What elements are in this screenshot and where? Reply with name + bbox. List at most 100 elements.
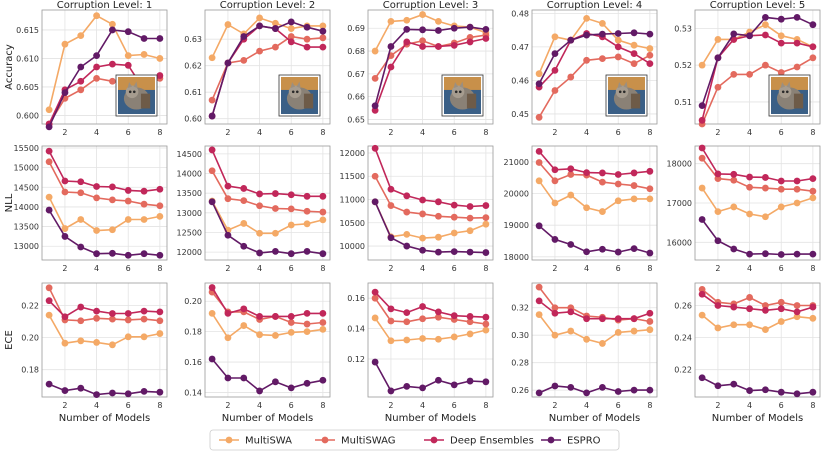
data-point	[714, 237, 722, 245]
data-point	[714, 170, 722, 178]
data-point	[124, 216, 132, 223]
data-point	[583, 335, 590, 343]
data-point	[240, 322, 248, 329]
data-point	[287, 33, 295, 40]
data-point	[793, 302, 801, 309]
data-point	[140, 315, 148, 323]
data-point	[45, 193, 53, 201]
legend-label: ESPRO	[567, 436, 601, 447]
y-tick-label: 0.60	[184, 115, 202, 124]
data-point	[387, 202, 395, 209]
inset-stripe	[630, 93, 641, 109]
data-point	[287, 205, 295, 213]
data-point	[614, 171, 622, 178]
inset-cat-eye	[454, 90, 458, 94]
plot-frame	[204, 9, 331, 125]
data-point	[45, 311, 53, 319]
data-point	[93, 227, 100, 234]
data-point	[93, 250, 100, 258]
data-point	[809, 43, 817, 51]
data-point	[466, 203, 474, 210]
data-point	[303, 310, 311, 317]
y-tick-label: 15000	[14, 164, 39, 173]
data-point	[698, 154, 706, 162]
data-point	[77, 77, 85, 85]
data-point	[450, 381, 458, 389]
data-point	[93, 194, 100, 202]
data-point	[777, 69, 785, 76]
y-tick-label: 20000	[504, 190, 529, 199]
data-point	[762, 326, 769, 333]
y-tick-label: 0.63	[184, 35, 202, 44]
y-tick-label: 0.22	[21, 301, 39, 310]
data-point	[746, 210, 753, 218]
inset-cat-head	[615, 85, 629, 99]
data-point	[567, 241, 575, 248]
x-tick-label: 2	[225, 401, 230, 410]
data-point	[77, 243, 85, 251]
plot-frame	[367, 282, 494, 398]
inset-cat-head	[125, 85, 139, 99]
data-point	[371, 47, 379, 55]
x-tick-label: 8	[647, 264, 652, 273]
data-point	[240, 56, 248, 64]
y-tick-label: 0.46	[511, 76, 529, 85]
data-point	[272, 43, 279, 51]
y-tick-label: 12500	[177, 228, 202, 237]
data-point	[583, 204, 590, 212]
data-point	[630, 182, 638, 189]
data-point	[551, 331, 559, 339]
data-point	[77, 178, 85, 186]
data-point	[646, 60, 654, 68]
x-tick-label: 4	[257, 128, 262, 137]
y-tick-label: 0.24	[674, 334, 692, 343]
data-point	[124, 390, 132, 398]
data-point	[809, 250, 817, 258]
data-point	[698, 216, 706, 223]
data-point	[109, 20, 116, 28]
data-point	[156, 72, 164, 79]
data-point	[387, 337, 395, 345]
data-point	[714, 175, 722, 183]
data-point	[403, 231, 411, 238]
x-tick-label: 4	[747, 401, 752, 410]
data-point	[535, 283, 543, 291]
inset-cat-ear	[133, 81, 138, 89]
data-point	[272, 205, 279, 212]
x-tick-label: 2	[388, 401, 393, 410]
data-point	[319, 325, 327, 333]
data-point	[419, 37, 426, 45]
data-point	[287, 25, 295, 32]
data-point	[319, 376, 327, 384]
data-point	[61, 188, 69, 196]
data-point	[45, 206, 53, 214]
data-point	[419, 26, 426, 34]
data-point	[319, 43, 327, 51]
data-point	[156, 212, 164, 220]
data-point	[303, 328, 311, 336]
series-line-multiswag	[374, 175, 486, 219]
inset-cat-head	[288, 85, 302, 99]
data-point	[419, 196, 426, 204]
plot-frame	[694, 282, 821, 398]
y-tick-label: 0.67	[347, 70, 365, 79]
data-point	[319, 192, 327, 200]
data-point	[419, 210, 426, 218]
data-point	[809, 54, 817, 62]
inset-cat-ear	[453, 82, 459, 89]
data-point	[419, 43, 426, 50]
data-point	[371, 172, 379, 180]
data-point	[77, 317, 85, 325]
data-point	[224, 310, 232, 317]
data-point	[124, 28, 132, 36]
x-tick-label: 8	[320, 264, 325, 273]
data-point	[240, 33, 248, 40]
data-point	[140, 187, 148, 195]
x-tick-label: 6	[452, 128, 457, 137]
y-tick-label: 0.61	[184, 88, 202, 97]
data-point	[435, 233, 442, 241]
x-tick-label: 2	[715, 401, 720, 410]
data-point	[567, 73, 575, 81]
x-tick-label: 6	[779, 401, 784, 410]
chart-title: Corruption Level: 4	[547, 0, 642, 11]
